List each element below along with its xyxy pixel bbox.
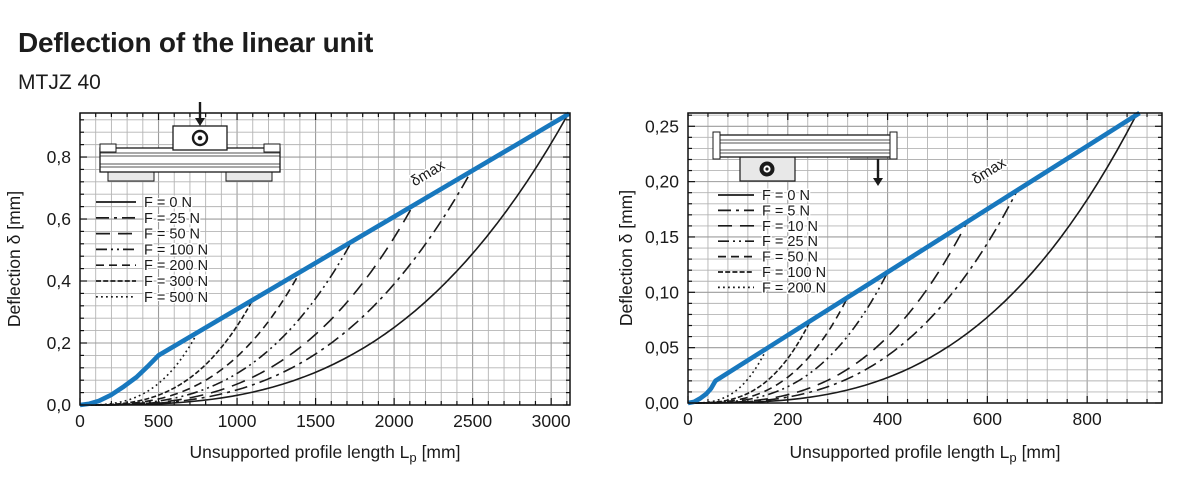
y-tick-labels: 0,0 0,2 0,4 0,6 0,8: [47, 147, 72, 415]
curve-F25N: [80, 171, 472, 406]
curve-F500N: [80, 331, 199, 406]
svg-text:0,25: 0,25: [645, 116, 679, 136]
deflection-chart-left: δmax 0 500 1000 1500 2000 2500 3000 0,0 0,2 0,4 0,6…: [0, 95, 600, 490]
curve-F300N: [80, 299, 254, 406]
plot-border: [687, 112, 1163, 404]
curve-F100N: [80, 241, 353, 406]
delta-max-line: [687, 111, 1141, 406]
legend: F = 0 NF = 5 NF = 10 NF = 25 NF = 50 NF …: [718, 187, 828, 298]
svg-text:0,0: 0,0: [47, 395, 72, 415]
legend-label: F = 50 N: [144, 227, 200, 243]
legend-label: F = 0 N: [144, 195, 192, 211]
x-tick-labels: 0 500 1000 1500 2000 2500 3000: [75, 411, 571, 431]
svg-text:0: 0: [683, 409, 693, 429]
legend-label: F = 25 N: [144, 211, 200, 227]
curve-F200N: [688, 347, 768, 404]
legend-label: F = 500 N: [144, 290, 208, 306]
delta-max-label: δmax: [408, 156, 449, 190]
x-axis-title: Unsupported profile length Lp [mm]: [190, 442, 461, 465]
center-load-diagram-icon: [99, 102, 281, 182]
svg-text:400: 400: [873, 409, 902, 429]
legend: F = 0 NF = 25 NF = 50 NF = 100 NF = 200 …: [96, 194, 210, 307]
svg-text:0,6: 0,6: [47, 209, 71, 229]
svg-text:1000: 1000: [218, 411, 257, 431]
svg-text:0,20: 0,20: [645, 172, 679, 192]
y-axis-title: Deflection δ [mm]: [616, 190, 636, 326]
svg-text:0,4: 0,4: [47, 271, 72, 291]
svg-text:0,15: 0,15: [645, 227, 679, 247]
curve-F0N: [688, 115, 1137, 404]
svg-text:2000: 2000: [375, 411, 414, 431]
curve-F10N: [688, 221, 969, 404]
legend-label: F = 0 N: [762, 188, 810, 204]
svg-text:800: 800: [1073, 409, 1102, 429]
legend-label: F = 200 N: [144, 258, 208, 274]
force-curves: [80, 114, 569, 406]
deflection-chart-left-svg: δmax 0 500 1000 1500 2000 2500 3000 0,0 0,2 0,4 0,6…: [4, 102, 571, 465]
legend-label: F = 300 N: [144, 274, 208, 290]
svg-text:0,8: 0,8: [47, 147, 71, 167]
legend-label: F = 5 N: [762, 203, 810, 219]
svg-text:0,10: 0,10: [645, 282, 679, 302]
svg-text:0,05: 0,05: [645, 338, 679, 358]
svg-text:1500: 1500: [296, 411, 335, 431]
svg-text:600: 600: [973, 409, 1002, 429]
svg-text:2500: 2500: [453, 411, 492, 431]
x-tick-labels: 0 200 400 600 800: [683, 409, 1102, 429]
cantilever-load-diagram-icon: [712, 131, 898, 186]
deflection-chart-right: δmax 0 200 400 600 800 0,00 0,05 0,10 0,15 0,20 0,2…: [610, 95, 1200, 490]
legend-label: F = 200 N: [762, 280, 826, 296]
y-axis-title: Deflection δ [mm]: [4, 191, 24, 327]
y-tick-labels: 0,00 0,05 0,10 0,15 0,20 0,25: [645, 116, 679, 413]
svg-text:0: 0: [75, 411, 85, 431]
svg-text:0,00: 0,00: [645, 393, 679, 413]
legend-label: F = 100 N: [144, 242, 208, 258]
legend-label: F = 10 N: [762, 219, 818, 235]
svg-text:500: 500: [144, 411, 173, 431]
model-label: MTJZ 40: [18, 71, 101, 95]
plot-border: [79, 112, 571, 406]
svg-text:200: 200: [773, 409, 802, 429]
legend-label: F = 100 N: [762, 265, 826, 281]
x-axis-title: Unsupported profile length Lp [mm]: [790, 442, 1061, 465]
legend-label: F = 25 N: [762, 234, 818, 250]
page-title: Deflection of the linear unit: [18, 26, 374, 58]
legend-label: F = 50 N: [762, 250, 818, 266]
delta-max-line: [79, 111, 571, 408]
svg-text:0,2: 0,2: [47, 333, 71, 353]
curve-F100N: [688, 320, 811, 404]
svg-text:3000: 3000: [532, 411, 571, 431]
